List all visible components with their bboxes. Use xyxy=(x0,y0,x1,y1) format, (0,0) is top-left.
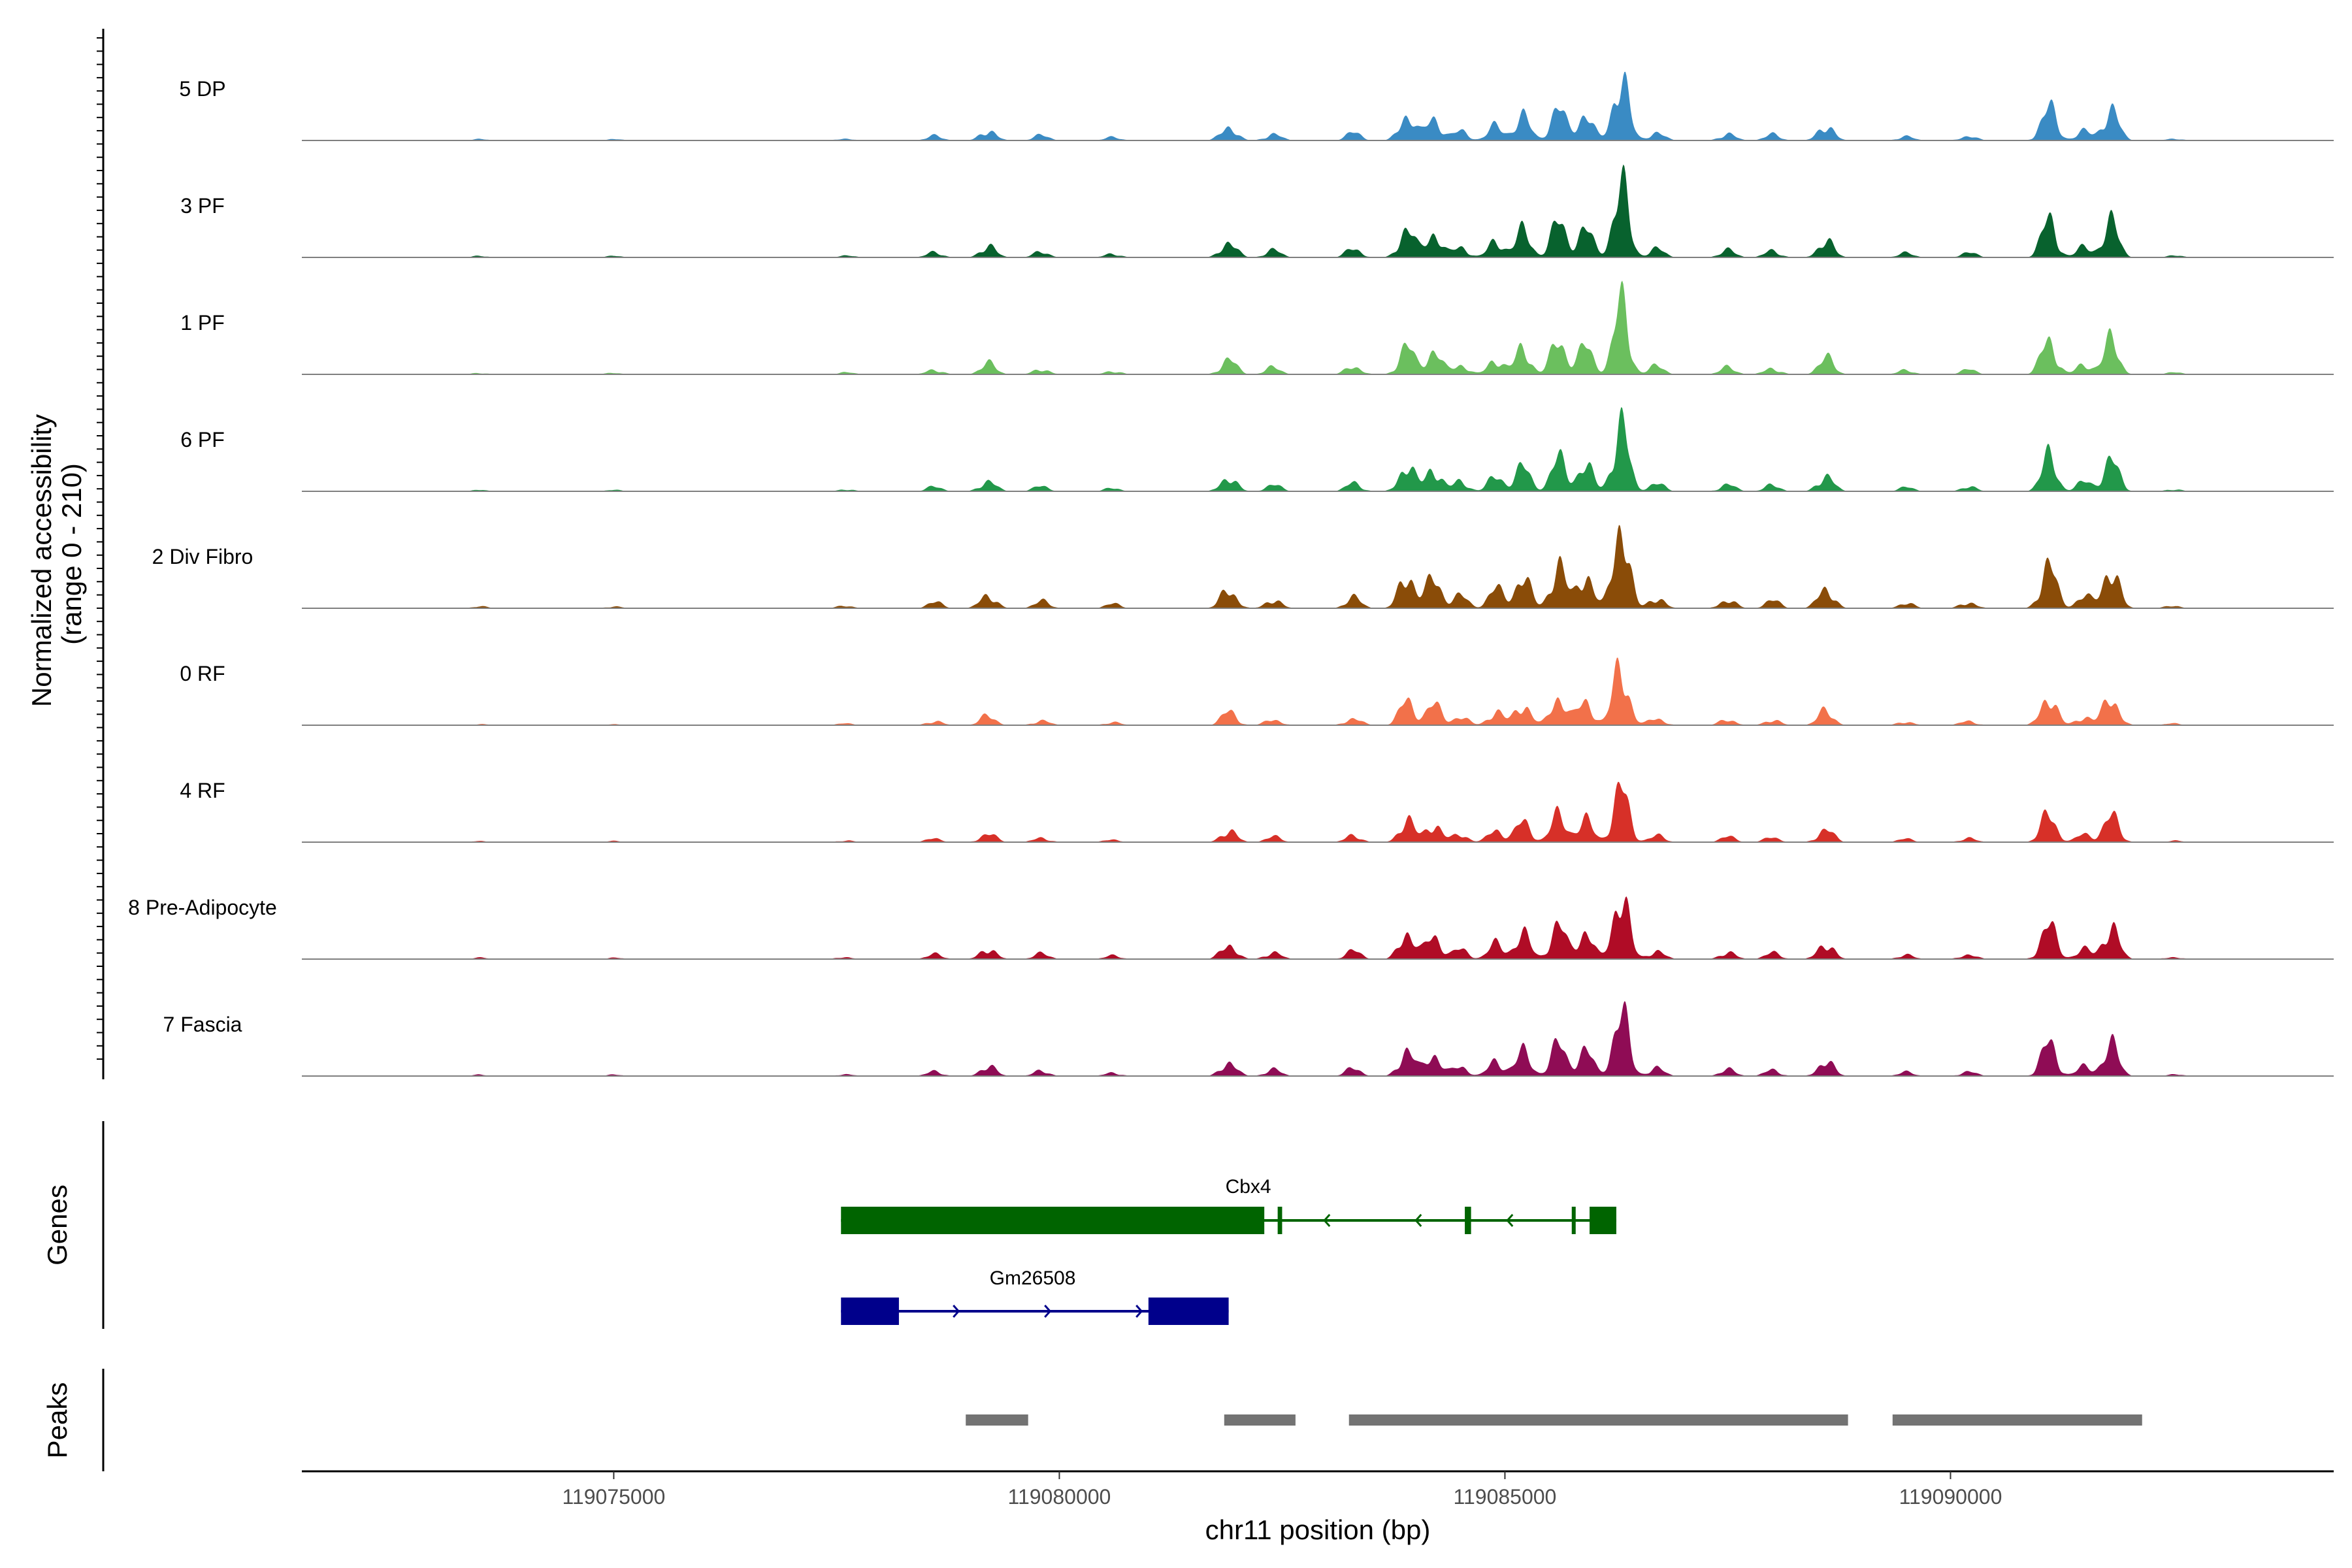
strand-arrow xyxy=(1506,1214,1514,1227)
track-label: 4 RF xyxy=(180,779,225,802)
coverage-y-axis xyxy=(97,29,105,1079)
genes-panel: Genes Cbx4 Gm26508 xyxy=(42,1121,1616,1329)
gene-exon xyxy=(841,1207,1265,1234)
coverage-area xyxy=(302,71,2227,140)
y-axis-title: Normalized accessibility xyxy=(26,414,57,707)
x-axis-title: chr11 position (bp) xyxy=(1205,1514,1431,1545)
x-tick-label: 119085000 xyxy=(1454,1485,1557,1509)
genes-panel-label: Genes xyxy=(42,1184,73,1266)
gene-gm26508: Gm26508 xyxy=(841,1267,1229,1325)
track-1-pf: 1 PF xyxy=(180,280,2334,375)
coverage-area xyxy=(302,407,2227,491)
gene-exon xyxy=(1571,1207,1576,1234)
track-8-pre-adipocyte: 8 Pre-Adipocyte xyxy=(128,896,2334,960)
track-label: 6 PF xyxy=(180,428,225,451)
coverage-area xyxy=(302,657,2227,725)
coverage-area xyxy=(302,280,2227,374)
coverage-tracks: 5 DP 3 PF 1 PF 6 PF 2 Div Fibro 0 RF 4 RF 8 Pre… xyxy=(128,71,2334,1077)
track-0-rf: 0 RF xyxy=(180,657,2334,726)
track-label: 8 Pre-Adipocyte xyxy=(128,896,277,919)
coverage-area xyxy=(302,164,2227,257)
gene-exon xyxy=(1277,1207,1282,1234)
x-tick-label: 119080000 xyxy=(1008,1485,1111,1509)
track-label: 1 PF xyxy=(180,311,225,335)
coverage-area xyxy=(302,1001,2227,1076)
x-axis: 119075000 119080000 119085000 119090000 chr… xyxy=(302,1470,2334,1545)
gene-cbx4: Cbx4 xyxy=(841,1176,1616,1234)
track-label: 3 PF xyxy=(180,194,225,218)
track-4-rf: 4 RF xyxy=(180,779,2334,843)
peak-region xyxy=(1348,1414,1848,1426)
peak-region xyxy=(1892,1414,2142,1426)
track-6-pf: 6 PF xyxy=(180,407,2334,492)
gene-exon xyxy=(1590,1207,1616,1234)
strand-arrow xyxy=(953,1305,960,1318)
x-tick-label: 119090000 xyxy=(1899,1485,2002,1509)
strand-arrow xyxy=(1044,1305,1052,1318)
track-label: 2 Div Fibro xyxy=(152,545,253,568)
peak-region xyxy=(1224,1414,1296,1426)
peak-region xyxy=(966,1414,1028,1426)
track-7-fascia: 7 Fascia xyxy=(163,1001,2334,1077)
gene-exon xyxy=(1148,1298,1229,1325)
gene-exon xyxy=(841,1298,899,1325)
peaks-panel-label: Peaks xyxy=(42,1382,73,1459)
coverage-area xyxy=(302,525,2227,608)
track-2-div-fibro: 2 Div Fibro xyxy=(152,525,2334,609)
track-label: 0 RF xyxy=(180,662,225,685)
x-tick-label: 119075000 xyxy=(563,1485,666,1509)
coverage-area xyxy=(302,896,2227,959)
strand-arrow xyxy=(1323,1214,1331,1227)
peaks-panel: Peaks xyxy=(42,1369,2142,1471)
track-label: 5 DP xyxy=(179,77,225,101)
gene-label: Gm26508 xyxy=(990,1267,1076,1289)
coverage-y-axis-title: Normalized accessibility (range 0 - 210) xyxy=(26,414,87,707)
gene-exon xyxy=(1465,1207,1471,1234)
track-5-dp: 5 DP xyxy=(179,71,2334,141)
gene-label: Cbx4 xyxy=(1226,1176,1271,1198)
track-3-pf: 3 PF xyxy=(180,164,2334,258)
strand-arrow xyxy=(1135,1305,1143,1318)
y-axis-range: (range 0 - 210) xyxy=(56,463,87,645)
strand-arrow xyxy=(1414,1214,1422,1227)
track-label: 7 Fascia xyxy=(163,1013,242,1036)
coverage-area xyxy=(302,781,2227,842)
